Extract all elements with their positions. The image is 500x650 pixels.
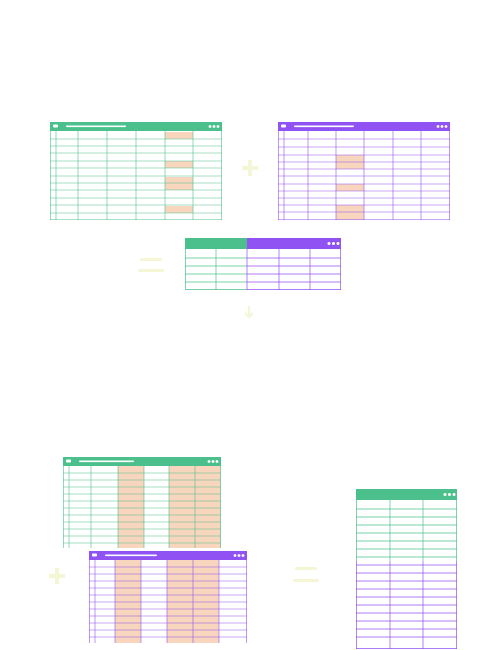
window-tab-icon [53, 124, 58, 128]
top-right-table-window [278, 122, 450, 220]
highlighted-cells [165, 132, 193, 213]
table-grid [63, 466, 221, 548]
merged-rows-table-window [185, 238, 341, 290]
window-title-bar [63, 457, 221, 466]
stacked-rows-table-window [356, 489, 457, 649]
bottom-left-table-window-purple [89, 551, 247, 643]
faint-caption-right-bottom [293, 567, 319, 582]
green-header [356, 489, 457, 500]
three-dots-icon [443, 493, 456, 496]
purple-header [247, 238, 341, 249]
green-grid [185, 249, 247, 290]
address-bar [294, 125, 354, 128]
plus-icon [49, 568, 65, 584]
address-bar [79, 460, 134, 463]
table-grid [89, 560, 247, 643]
window-tab-icon [281, 124, 286, 128]
window-title-bar [278, 122, 450, 131]
highlighted-cells [336, 155, 364, 220]
purple-grid [356, 561, 457, 649]
table-grid [278, 131, 450, 220]
window-tab-icon [92, 553, 97, 557]
plus-icon [242, 160, 258, 176]
window-tab-icon [66, 459, 71, 463]
purple-grid [246, 249, 341, 290]
window-title-bar [50, 122, 222, 131]
green-header [185, 238, 247, 249]
bottom-left-table-window-green [63, 457, 221, 548]
three-dots-icon [208, 125, 220, 128]
green-grid [356, 500, 457, 561]
address-bar [105, 554, 157, 557]
top-left-table-window [50, 122, 222, 220]
faint-caption-left-top [138, 258, 164, 272]
three-dots-icon [436, 125, 448, 128]
three-dots-icon [233, 554, 245, 557]
three-dots-icon [327, 242, 340, 245]
window-title-bar [89, 551, 247, 560]
table-grid [50, 131, 222, 220]
three-dots-icon [207, 460, 219, 463]
address-bar [66, 125, 126, 128]
arrow-down-icon [244, 306, 254, 319]
